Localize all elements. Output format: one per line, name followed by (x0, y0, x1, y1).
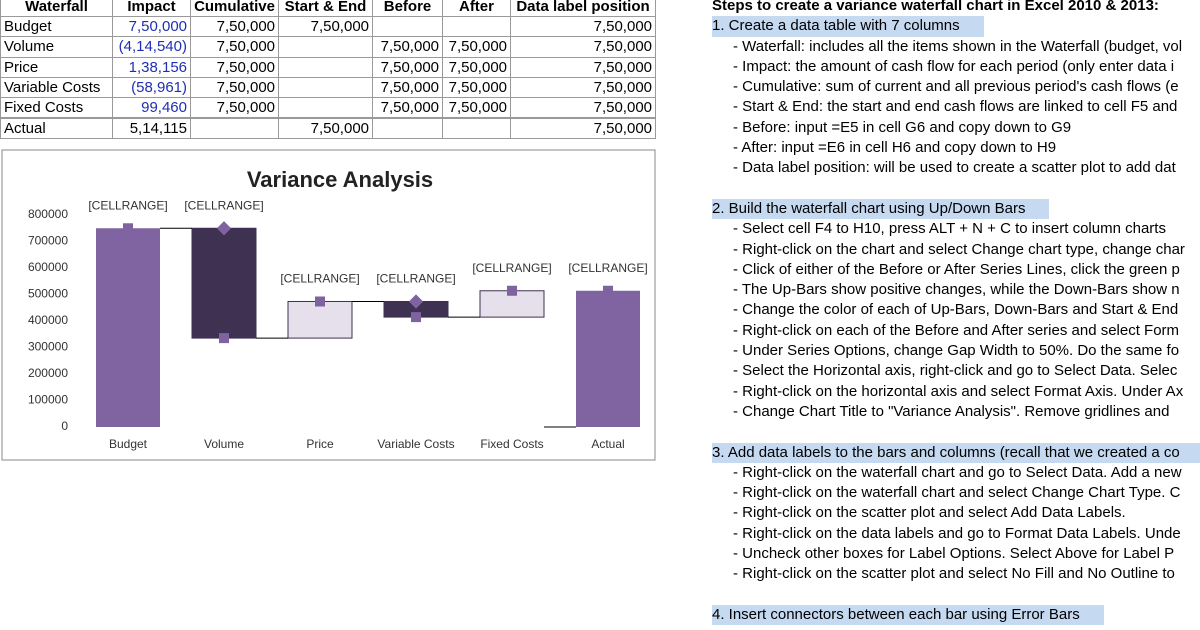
step-item: - The Up-Bars show positive changes, whi… (733, 281, 1180, 299)
step-item: - Right-click on each of the Before and … (733, 321, 1180, 339)
section-heading: 2. Build the waterfall chart using Up/Do… (712, 198, 1200, 220)
bar (576, 290, 640, 427)
step-item: - Click of either of the Before or After… (733, 260, 1180, 278)
section-heading: 1. Create a data table with 7 columns (712, 16, 1200, 37)
step-item: - Select the Horizontal axis, right-clic… (733, 362, 1178, 380)
steps-title: Steps to create a variance waterfall cha… (712, 0, 1159, 14)
step-item: - Cumulative: sum of current and all pre… (733, 78, 1179, 96)
y-tick-label: 500000 (28, 287, 68, 301)
spacer (712, 422, 1200, 442)
x-tick-label: Price (306, 437, 334, 451)
section-heading: 4. Insert connectors between each bar us… (712, 604, 1200, 626)
step-item: - Right-click on the scatter plot and se… (733, 504, 1126, 522)
x-tick-label: Fixed Costs (480, 437, 543, 451)
end-marker (315, 296, 325, 307)
step-item: - Right-click on the scatter plot and se… (733, 565, 1175, 583)
step-item: - Change Chart Title to "Variance Analys… (733, 402, 1170, 420)
bar (287, 300, 353, 339)
y-tick-label: 700000 (28, 234, 68, 248)
data-label: [CELLRANGE] (184, 198, 263, 212)
y-tick-label: 400000 (28, 313, 68, 327)
step-item: - Uncheck other boxes for Label Options.… (733, 545, 1175, 563)
step-item: - Under Series Options, change Gap Width… (733, 342, 1180, 360)
start-marker (408, 294, 424, 309)
data-label: [CELLRANGE] (472, 261, 551, 275)
step-item: - Change the color of each of Up-Bars, D… (733, 301, 1179, 319)
y-tick-label: 100000 (28, 393, 68, 407)
x-tick-label: Volume (204, 437, 244, 451)
chart: Variance Analysis 0 100000 200000 300000 400… (1, 149, 656, 461)
x-tick-label: Budget (109, 437, 148, 451)
step-item: - Waterfall: includes all the items show… (733, 37, 1183, 55)
y-tick-label: 0 (61, 419, 68, 433)
end-marker (411, 312, 421, 323)
step-item: - Right-click on the data labels and go … (733, 524, 1181, 542)
step-item: - Start & End: the start and end cash fl… (733, 98, 1178, 116)
spacer (712, 585, 1200, 605)
bar (191, 227, 257, 339)
step-item: - Right-click on the waterfall chart and… (733, 463, 1182, 481)
heading-text: 4. Insert connectors between each bar us… (712, 604, 1104, 626)
section-heading: 3. Add data labels to the bars and colum… (712, 442, 1200, 463)
data-label: [CELLRANGE] (376, 272, 455, 286)
step-item: - Impact: the amount of cash flow for ea… (733, 57, 1175, 75)
chart-title: Variance Analysis (247, 167, 433, 192)
spacer (712, 179, 1200, 199)
end-marker (603, 285, 613, 296)
x-tick-label: Variable Costs (377, 437, 454, 451)
end-marker (219, 333, 229, 344)
x-tick-label: Actual (591, 437, 624, 451)
end-marker (123, 223, 133, 234)
y-tick-label: 600000 (28, 260, 68, 274)
end-marker (507, 285, 517, 296)
heading-text: 3. Add data labels to the bars and colum… (712, 442, 1200, 463)
table-cell: 7,50,000 (510, 117, 656, 139)
step-item: - Right-click on the waterfall chart and… (733, 484, 1181, 502)
steps-panel: Steps to create a variance waterfall cha… (712, 0, 1200, 626)
step-item: - Before: input =E5 in cell G6 and copy … (733, 118, 1072, 136)
data-label: [CELLRANGE] (280, 272, 359, 286)
step-item: - Right-click on the chart and select Ch… (733, 240, 1185, 258)
y-tick-label: 200000 (28, 366, 68, 380)
step-item: - After: input =E6 in cell H6 and copy d… (733, 139, 1057, 157)
step-item: - Data label position: will be used to c… (733, 159, 1176, 177)
heading-text: 2. Build the waterfall chart using Up/Do… (712, 198, 1050, 220)
data-label: [CELLRANGE] (568, 261, 647, 275)
y-tick-label: 300000 (28, 340, 68, 354)
bar (96, 228, 160, 427)
step-item: - Select cell F4 to H10, press ALT + N +… (733, 220, 1166, 238)
y-tick-label: 800000 (28, 207, 68, 221)
data-label: [CELLRANGE] (88, 198, 167, 212)
start-marker (216, 221, 232, 236)
step-item: - Right-click on the horizontal axis and… (733, 382, 1184, 400)
heading-text: 1. Create a data table with 7 columns (712, 16, 984, 37)
